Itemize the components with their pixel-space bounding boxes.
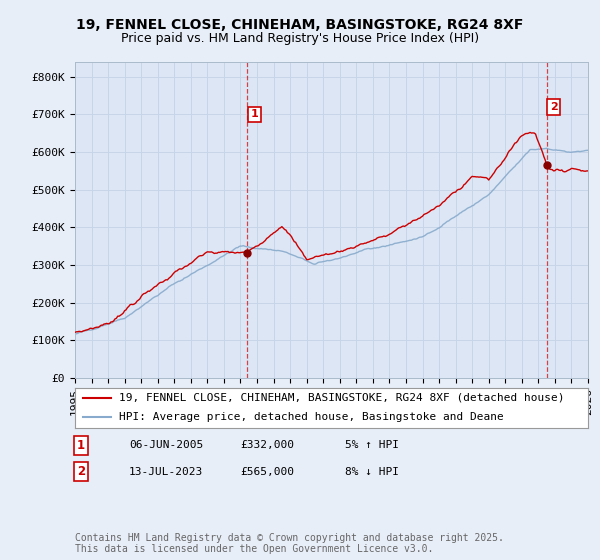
Text: 1: 1 (77, 438, 85, 452)
Text: HPI: Average price, detached house, Basingstoke and Deane: HPI: Average price, detached house, Basi… (119, 412, 503, 422)
Text: £332,000: £332,000 (240, 440, 294, 450)
Text: 19, FENNEL CLOSE, CHINEHAM, BASINGSTOKE, RG24 8XF (detached house): 19, FENNEL CLOSE, CHINEHAM, BASINGSTOKE,… (119, 393, 564, 403)
Text: 19, FENNEL CLOSE, CHINEHAM, BASINGSTOKE, RG24 8XF: 19, FENNEL CLOSE, CHINEHAM, BASINGSTOKE,… (76, 18, 524, 32)
Text: 13-JUL-2023: 13-JUL-2023 (129, 466, 203, 477)
Text: 06-JUN-2005: 06-JUN-2005 (129, 440, 203, 450)
Text: £565,000: £565,000 (240, 466, 294, 477)
Text: 8% ↓ HPI: 8% ↓ HPI (345, 466, 399, 477)
Text: 5% ↑ HPI: 5% ↑ HPI (345, 440, 399, 450)
Text: 1: 1 (251, 109, 259, 119)
Text: 2: 2 (550, 102, 557, 112)
Text: 2: 2 (77, 465, 85, 478)
Text: Price paid vs. HM Land Registry's House Price Index (HPI): Price paid vs. HM Land Registry's House … (121, 31, 479, 45)
Text: Contains HM Land Registry data © Crown copyright and database right 2025.
This d: Contains HM Land Registry data © Crown c… (75, 533, 504, 554)
